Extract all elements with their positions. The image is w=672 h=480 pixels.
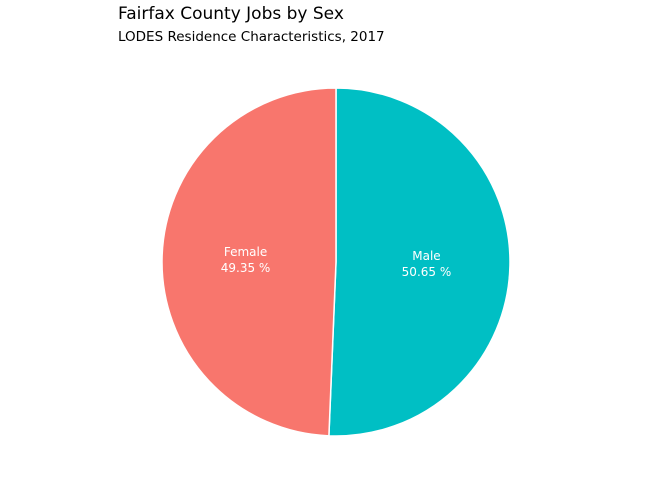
slice-value-male: 50.65 % xyxy=(402,265,452,279)
pie-slice-male xyxy=(328,87,511,437)
chart-title: Fairfax County Jobs by Sex xyxy=(118,4,344,24)
slice-label-male: Male xyxy=(412,249,440,263)
chart-subtitle: LODES Residence Characteristics, 2017 xyxy=(118,29,385,45)
pie-slices xyxy=(161,87,511,437)
pie-slice-female xyxy=(161,87,337,437)
slice-label-female: Female xyxy=(224,245,267,259)
slice-value-female: 49.35 % xyxy=(221,261,271,275)
pie-labels: Male 50.65 % Female 49.35 % xyxy=(221,245,452,279)
